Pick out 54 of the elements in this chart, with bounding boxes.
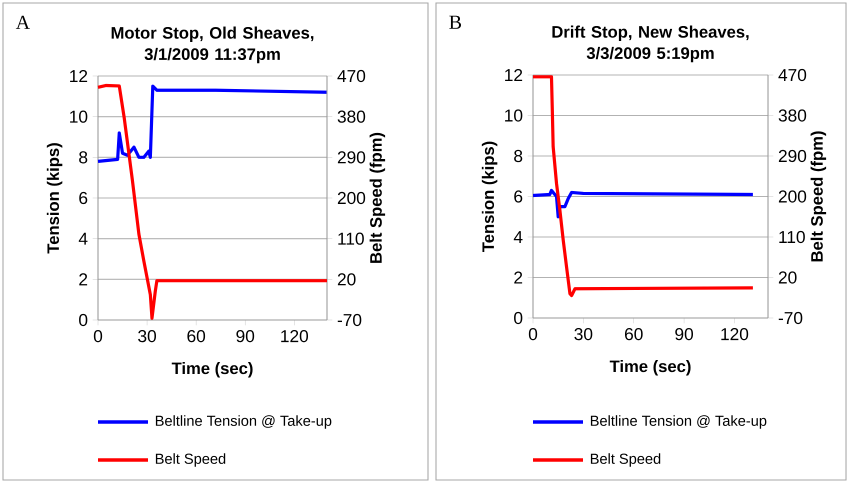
y-tick-label: 6 (514, 190, 522, 203)
y2-tick-label: 380 (338, 110, 366, 123)
y-tick-label: 4 (514, 231, 522, 243)
y2-tick-label: 200 (778, 190, 806, 203)
y-tick-label: 12 (505, 68, 522, 82)
y2-tick-label: -70 (778, 312, 802, 324)
y-axis-title: Tension (kips) (46, 143, 62, 254)
y2-tick-label: 200 (338, 192, 366, 204)
y-tick-label: 6 (79, 192, 88, 204)
y-tick-label: 0 (514, 312, 522, 324)
chart-title: Drift Stop, New Sheaves, 3/3/2009 5:19pm (552, 26, 749, 62)
x-axis-title: Time (sec) (610, 360, 691, 376)
y2-axis-title: Belt Speed (fpm) (370, 132, 386, 263)
x-tick-label: 30 (138, 330, 156, 342)
x-tick-label: 60 (187, 330, 206, 342)
y-tick-label: 10 (505, 109, 522, 122)
y-tick-label: 4 (78, 232, 88, 245)
y-tick-label: 2 (514, 271, 522, 284)
x-tick-label: 60 (624, 328, 643, 340)
legend-label: Belt Speed (590, 453, 660, 467)
y2-tick-label: 290 (338, 151, 366, 164)
x-tick-label: 90 (675, 328, 694, 340)
legend-label: Beltline Tension @ Take-up (156, 415, 332, 429)
line-series (531, 75, 754, 298)
y-tick-label: 10 (70, 110, 88, 123)
y2-axis-title: Belt Speed (fpm) (810, 131, 826, 262)
y-axis-title: Tension (kips) (482, 142, 498, 252)
line-series (531, 188, 754, 218)
y-tick-label: 12 (70, 70, 88, 82)
y2-tick-label: -70 (338, 314, 362, 326)
text: A (16, 16, 30, 29)
x-axis-title: Time (sec) (172, 362, 253, 378)
y2-tick-label: 20 (338, 273, 356, 286)
x-tick-label: 0 (528, 328, 538, 340)
legend-label: Belt Speed (156, 453, 226, 467)
text: B (449, 16, 462, 29)
x-tick-label: 30 (574, 328, 592, 340)
legend-label: Beltline Tension @ Take-up (590, 415, 766, 429)
y-tick-label: 0 (79, 314, 88, 326)
y-tick-label: 8 (514, 150, 522, 162)
x-tick-label: 120 (721, 328, 748, 340)
y-tick-label: 2 (79, 273, 88, 286)
x-tick-label: 120 (281, 330, 308, 342)
chart-title: Motor Stop, Old Sheaves, 3/1/2009 11:37pm (112, 26, 314, 64)
x-tick-label: 0 (94, 330, 102, 342)
y-tick-label: 8 (79, 151, 88, 164)
y2-tick-label: 470 (337, 70, 366, 82)
y2-tick-label: 290 (778, 150, 806, 162)
y2-tick-label: 110 (779, 230, 805, 244)
y2-tick-label: 20 (778, 271, 797, 284)
y2-tick-label: 110 (338, 232, 364, 245)
y2-tick-label: 470 (778, 68, 806, 82)
y2-tick-label: 380 (778, 109, 806, 122)
x-tick-label: 90 (236, 330, 254, 342)
